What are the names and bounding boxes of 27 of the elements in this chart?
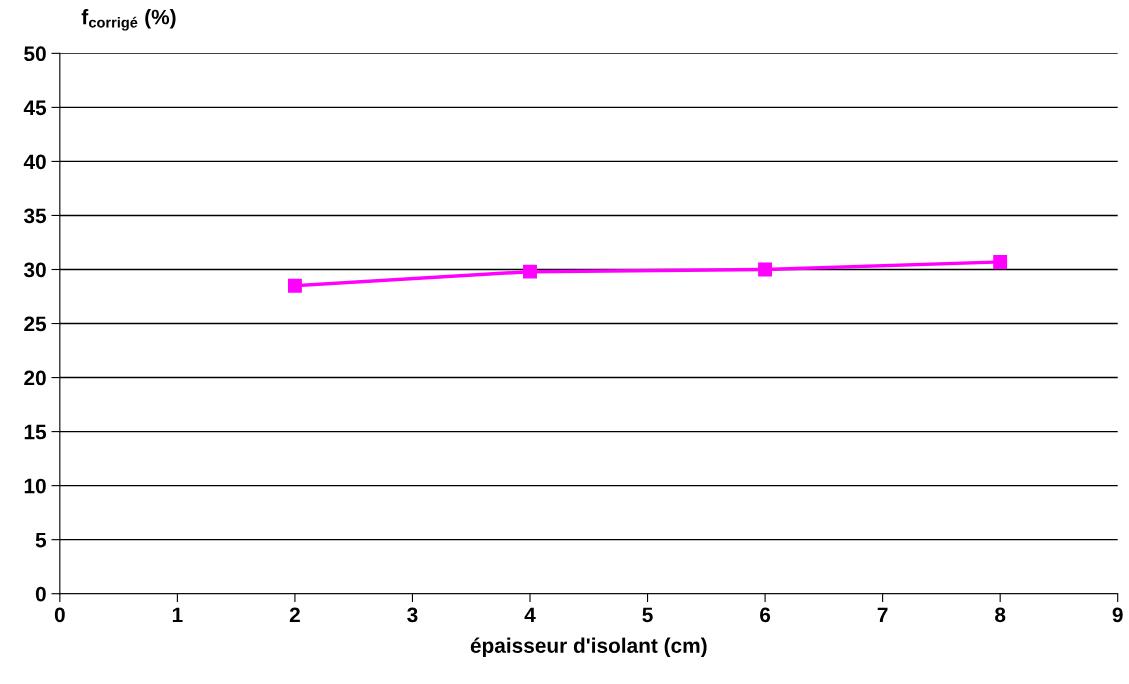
- x-tick-label: 6: [760, 607, 771, 623]
- y-tick-label: 30: [23, 262, 46, 278]
- x-tick-label: 9: [1112, 607, 1123, 623]
- point: [758, 262, 773, 277]
- x-tick-label: 7: [877, 607, 888, 622]
- x-tick-label: 1: [172, 607, 183, 622]
- y-tick-label: 50: [24, 46, 46, 62]
- x-axis-title: épaisseur d'isolant (cm): [470, 637, 707, 658]
- y-tick-label: 5: [35, 532, 47, 548]
- y-tick-label: 25: [24, 316, 47, 332]
- x-tick-label: 3: [407, 607, 418, 623]
- y-axis-title: f$_{corrigé}$ (%): [81, 9, 176, 31]
- x-tick-label: 4: [524, 607, 536, 622]
- y-tick-label: 0: [35, 586, 46, 602]
- point: [287, 278, 302, 293]
- y-tick-label: 15: [24, 424, 47, 440]
- point: [993, 254, 1008, 269]
- y-tick-label: 10: [24, 478, 46, 494]
- point: [523, 264, 537, 279]
- y-tick-label: 35: [23, 208, 47, 224]
- y-tick-label: 45: [23, 100, 47, 116]
- x-tick-label: 0: [54, 607, 65, 623]
- x-tick-label: 8: [995, 607, 1006, 623]
- x-tick-label: 2: [289, 607, 300, 622]
- y-tick-label: 20: [24, 370, 46, 386]
- y-tick-label: 40: [23, 154, 46, 170]
- x-tick-label: 5: [642, 607, 653, 623]
